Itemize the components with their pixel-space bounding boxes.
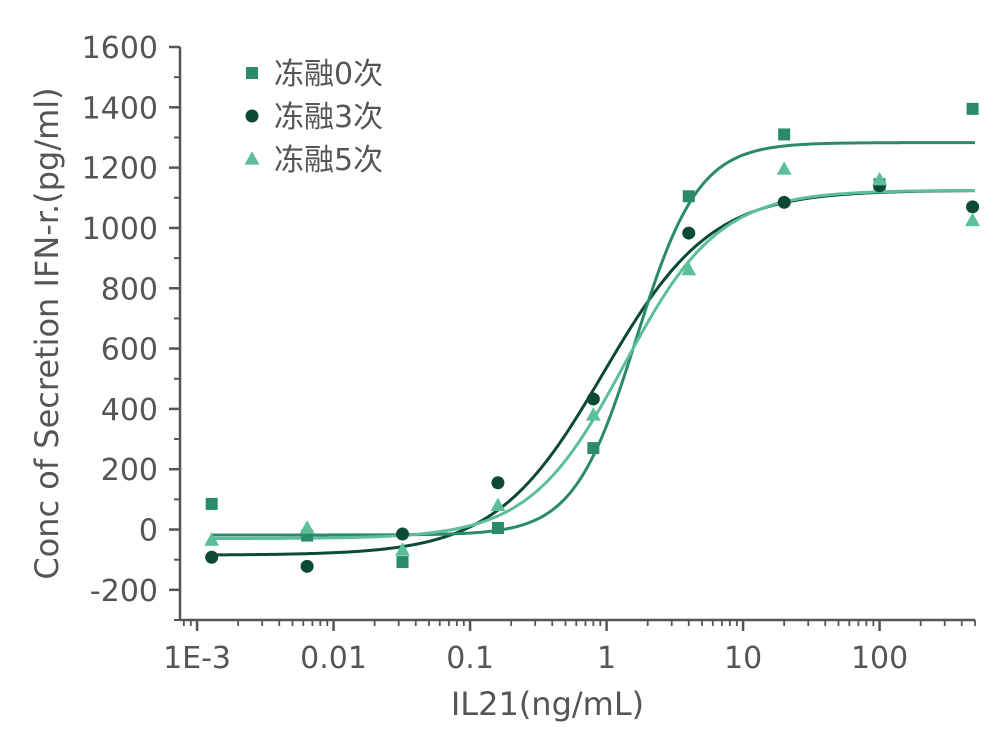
data-point-series-2 — [776, 161, 792, 175]
legend-label: 冻融3次 — [274, 100, 383, 135]
data-point-series-1 — [205, 550, 219, 564]
x-tick-label: 1 — [597, 641, 616, 676]
y-tick-label: 1200 — [82, 152, 158, 187]
data-point-series-2 — [299, 520, 315, 534]
y-tick-label: -200 — [90, 574, 158, 609]
data-point-series-2 — [585, 407, 601, 421]
data-point-series-1 — [777, 195, 791, 209]
axes — [169, 45, 976, 631]
data-point-series-0 — [966, 102, 979, 115]
y-tick-label: 400 — [101, 393, 158, 428]
data-point-series-2 — [681, 261, 697, 276]
data-point-series-1 — [396, 527, 410, 541]
y-tick-label: 1600 — [82, 31, 158, 66]
x-tick-label: 1E-3 — [163, 641, 231, 676]
x-tick-label: 0.01 — [300, 641, 367, 676]
legend-label: 冻融0次 — [274, 57, 383, 92]
y-tick-label: 1400 — [82, 91, 158, 126]
fit-curve-series-0 — [211, 141, 975, 537]
data-point-series-2 — [965, 212, 981, 227]
data-point-series-0 — [396, 556, 409, 569]
data-point-series-1 — [300, 559, 314, 573]
data-point-series-1 — [491, 476, 505, 490]
axis-labels: -200 0 200 400 600 800 1000 1200 1400 1600 1E-3 0.0… — [28, 31, 908, 723]
data-point-series-0 — [778, 128, 791, 141]
data-points — [204, 102, 981, 573]
legend-marker-triangle — [244, 151, 260, 165]
data-point-series-0 — [205, 497, 218, 510]
data-point-series-2 — [872, 171, 888, 186]
y-tick-label: 200 — [101, 453, 158, 488]
legend-marker-circle — [245, 109, 259, 123]
y-tick-label: 0 — [139, 514, 158, 549]
fit-curves — [211, 141, 976, 557]
data-point-series-1 — [966, 200, 980, 214]
data-point-series-0 — [682, 190, 695, 203]
data-point-series-1 — [682, 226, 696, 240]
x-axis-title: IL21(ng/mL) — [451, 685, 644, 723]
data-point-series-0 — [491, 522, 504, 535]
fit-curve-series-2 — [211, 188, 976, 541]
data-point-series-1 — [586, 392, 600, 406]
y-tick-label: 800 — [101, 272, 158, 307]
fit-curve-series-1 — [211, 189, 976, 557]
y-tick-label: 600 — [101, 333, 158, 368]
y-tick-label: 1000 — [82, 212, 158, 247]
x-tick-label: 0.1 — [446, 641, 494, 676]
data-point-series-0 — [587, 442, 600, 455]
data-point-series-2 — [204, 532, 220, 546]
y-axis-title: Conc of Secretion IFN-r.(pg/ml) — [28, 87, 66, 579]
x-tick-label: 10 — [724, 641, 762, 676]
x-tick-label: 100 — [851, 641, 908, 676]
legend-label: 冻融5次 — [274, 143, 383, 178]
legend-marker-square — [246, 67, 258, 79]
data-point-series-2 — [395, 542, 410, 556]
data-point-series-2 — [490, 497, 506, 512]
